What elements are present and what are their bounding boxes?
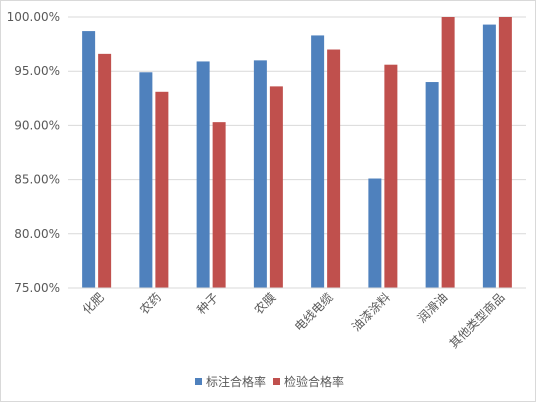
x-category-label: 电线电缆 [292,290,336,334]
bar-inspect-rate [269,86,283,288]
bar-label-rate [368,178,382,288]
y-tick-label: 75.00% [14,281,60,295]
bar-label-rate [311,35,325,288]
x-category-label: 化肥 [80,290,107,317]
y-tick-label: 85.00% [14,173,60,187]
x-category-label: 其他类型商品 [446,290,508,352]
y-tick-label: 90.00% [14,118,60,132]
bar-label-rate [139,72,153,288]
x-category-label: 润滑油 [415,290,450,325]
bar-inspect-rate [98,53,112,288]
bar-inspect-rate [327,49,341,288]
bar-inspect-rate [498,17,512,288]
bar-label-rate [82,31,96,288]
bar-inspect-rate [155,91,169,289]
y-tick-label: 100.00% [7,10,60,24]
bar-label-rate [196,61,210,288]
legend-swatch [273,378,280,385]
x-category-label: 油漆涂料 [348,290,393,335]
legend-swatch [195,378,202,385]
bar-label-rate [482,24,496,288]
bar-inspect-rate [384,64,398,288]
x-category-label: 种子 [194,290,221,317]
y-tick-label: 80.00% [14,227,60,241]
x-category-label: 农药 [137,290,164,317]
y-tick-label: 95.00% [14,64,60,78]
legend-label: 检验合格率 [284,374,344,389]
bar-inspect-rate [441,17,455,288]
legend-label: 标注合格率 [206,374,266,389]
bar-label-rate [425,82,439,288]
bar-inspect-rate [212,122,226,288]
bar-label-rate [253,60,267,288]
x-category-label: 农膜 [252,290,279,317]
